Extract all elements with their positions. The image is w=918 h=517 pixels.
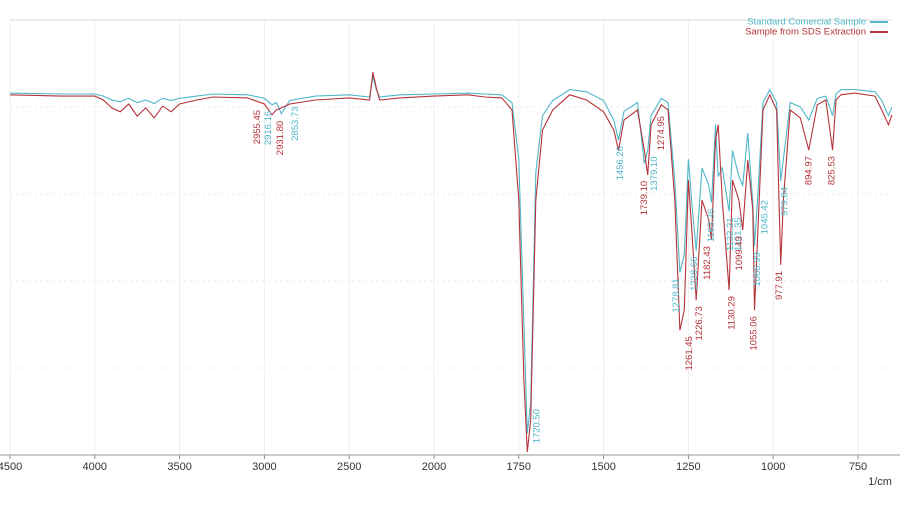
x-tick-label: 3500: [167, 461, 191, 473]
peak-label: 2955.45: [252, 110, 263, 144]
peak-label: 979.84: [780, 187, 791, 216]
peak-label: 1226.73: [694, 306, 705, 340]
peak-label: 1182.43: [702, 246, 713, 280]
peak-label: 1739.10: [639, 181, 650, 215]
peak-label: 1055.06: [749, 316, 760, 350]
x-tick-label: 4500: [0, 461, 22, 473]
x-tick-label: 1000: [761, 461, 785, 473]
peak-label: 1261.45: [684, 336, 695, 370]
x-tick-label: 3000: [252, 461, 276, 473]
peak-label: 1101.35: [733, 217, 744, 251]
peak-label: 1720.50: [531, 409, 542, 443]
x-tick-label: 4000: [83, 461, 107, 473]
peak-label: 825.53: [827, 156, 838, 185]
peak-label: 1132.21: [725, 217, 736, 251]
peak-label: 1130.29: [727, 296, 738, 330]
peak-label: 1228.66: [689, 257, 700, 291]
peak-label: 894.97: [804, 156, 815, 185]
x-axis-label: 1/cm: [868, 476, 892, 488]
peak-label: 1278.81: [671, 278, 682, 312]
legend-label: Standard Comercial Sample: [747, 17, 866, 28]
peak-label: 2916.16: [263, 111, 274, 145]
peak-label: 1274.95: [656, 116, 667, 150]
peak-label: 2931.80: [275, 121, 286, 155]
peak-label: 1099.43: [734, 236, 745, 270]
peak-label: 1066.99: [752, 252, 763, 286]
x-tick-label: 1250: [676, 461, 700, 473]
x-tick-label: 2000: [422, 461, 446, 473]
x-tick-label: 750: [849, 461, 867, 473]
peak-label: 1456.26: [615, 146, 626, 180]
peak-label: 1163.36: [706, 209, 717, 243]
x-tick-label: 1500: [591, 461, 615, 473]
peak-label: 1379.10: [649, 157, 660, 191]
x-tick-label: 2500: [337, 461, 361, 473]
legend-label: Sample from SDS Extraction: [745, 27, 866, 38]
peak-label: 977.91: [774, 271, 785, 300]
peak-label: 1045.42: [760, 200, 771, 234]
x-tick-label: 1750: [507, 461, 531, 473]
peak-label: 2853.73: [290, 106, 301, 140]
spectrum-line: [9, 72, 893, 453]
